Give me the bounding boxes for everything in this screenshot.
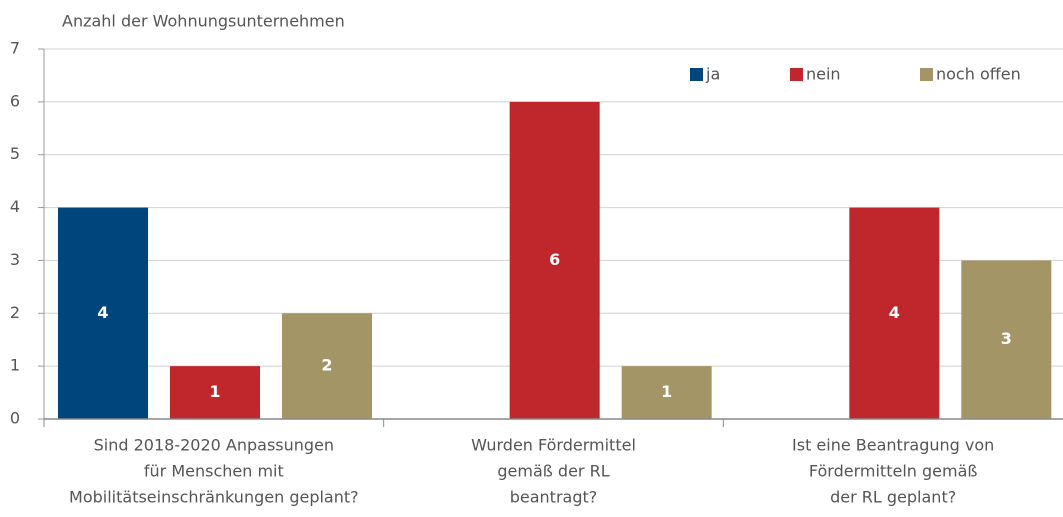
bar (849, 207, 940, 419)
y-axis-label: Anzahl der Wohnungsunternehmen (62, 12, 345, 31)
data-label: 4 (889, 303, 900, 322)
x-tick-label: Fördermitteln gemäß (809, 462, 978, 481)
x-tick-label: beantragt? (510, 488, 598, 507)
x-tick-label: der RL geplant? (830, 488, 956, 507)
bar (621, 366, 712, 419)
y-tick-label: 0 (10, 409, 20, 428)
x-tick-label: Ist eine Beantragung von (792, 436, 994, 455)
y-tick-label: 3 (10, 250, 20, 269)
y-tick-label: 4 (10, 197, 20, 216)
bar (58, 207, 148, 419)
bar (509, 101, 600, 419)
legend-label: ja (705, 65, 720, 84)
x-tick-label: Wurden Fördermittel (471, 436, 636, 455)
data-label: 2 (321, 356, 332, 375)
y-tick-label: 5 (10, 144, 20, 163)
data-label: 3 (1001, 329, 1012, 348)
legend-label: noch offen (936, 65, 1021, 84)
data-label: 4 (97, 303, 108, 322)
y-tick-label: 6 (10, 91, 20, 110)
bar (170, 366, 260, 419)
bar (282, 313, 372, 419)
data-label: 1 (661, 382, 672, 401)
data-label: 1 (209, 382, 220, 401)
y-tick-label: 2 (10, 303, 20, 322)
x-tick-label: Mobilitätseinschränkungen geplant? (69, 488, 359, 507)
data-label: 6 (549, 250, 560, 269)
x-tick-label: Sind 2018-2020 Anpassungen (94, 436, 334, 455)
y-tick-label: 7 (10, 39, 20, 58)
legend-label: nein (806, 65, 841, 84)
x-tick-label: für Menschen mit (144, 462, 284, 481)
legend-swatch (690, 68, 703, 81)
legend-swatch (920, 68, 933, 81)
y-tick-label: 1 (10, 356, 20, 375)
x-tick-label: gemäß der RL (497, 462, 609, 481)
legend-swatch (790, 68, 803, 81)
bar (961, 260, 1052, 419)
